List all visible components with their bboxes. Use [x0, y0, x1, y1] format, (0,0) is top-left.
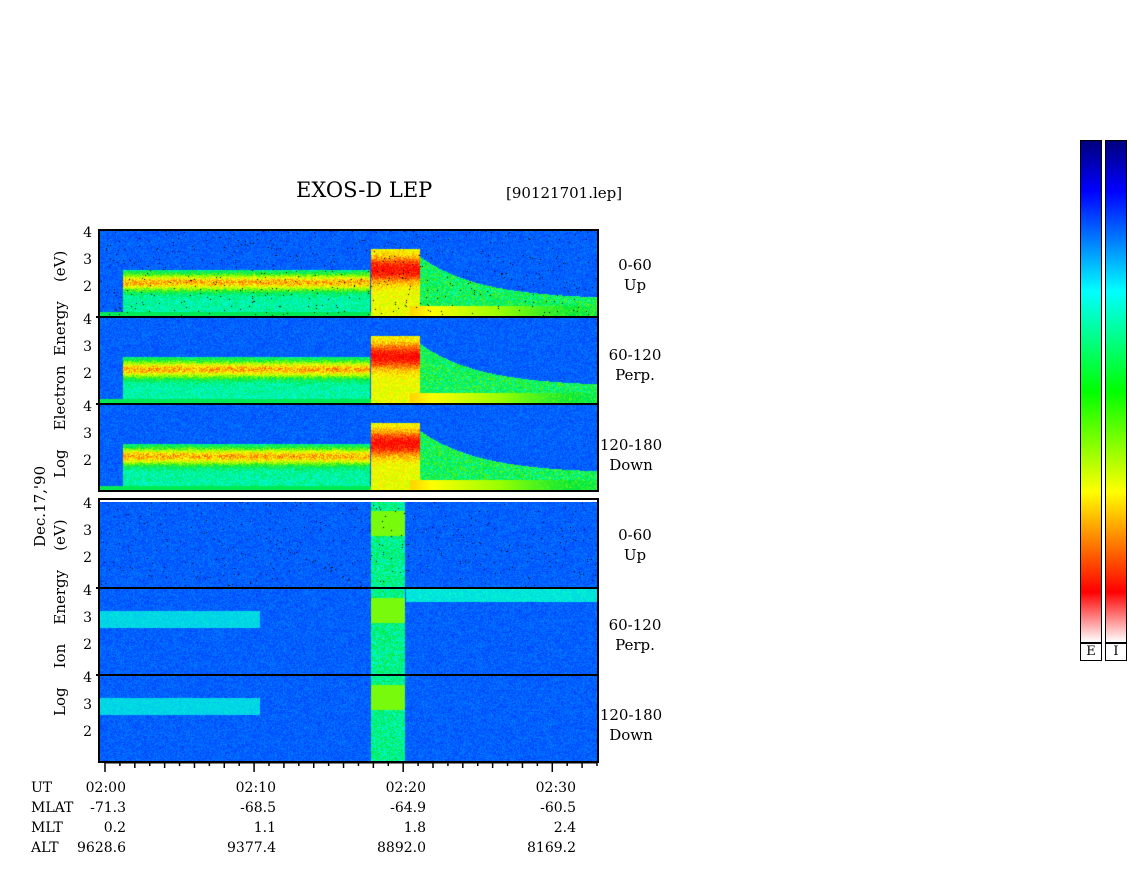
ephemeris-value: 02:00	[85, 780, 126, 796]
ephemeris-value: 02:20	[385, 780, 426, 796]
y-tick-label: 2	[83, 453, 92, 469]
y-tick-label: 4	[83, 225, 92, 241]
y-tick-label: 3	[83, 697, 92, 713]
panel-label-e2: 60-120 Perp.	[608, 346, 662, 384]
y-tick-label: 4	[83, 496, 92, 512]
ion-axis-label: Log Ion Energy (eV)	[51, 519, 69, 716]
ephemeris-value: 0.2	[103, 820, 126, 836]
panel-label-i2: 60-120 Perp.	[608, 616, 662, 654]
panel-separator	[96, 587, 597, 589]
spectrogram-panel-5	[100, 589, 597, 674]
electron-axis-label: Log Electron Energy (eV)	[51, 250, 69, 478]
ephemeris-value: -64.9	[390, 800, 426, 816]
y-tick-label: 4	[83, 312, 92, 328]
x-axis-ticks	[104, 762, 598, 772]
y-tick-label: 2	[83, 724, 92, 740]
file-name: [90121701.lep]	[506, 184, 623, 202]
y-tick-label: 2	[83, 366, 92, 382]
y-tick-label: 4	[83, 670, 92, 686]
ephemeris-value: 9628.6	[77, 840, 126, 856]
panel-label-i3: 120-180 Down	[599, 706, 663, 744]
ephemeris-value: 1.1	[253, 820, 276, 836]
ephemeris-value: 8169.2	[527, 840, 576, 856]
ephemeris-label-ut: UT	[31, 780, 53, 796]
ephemeris-value: -71.3	[90, 800, 126, 816]
electron-colorbar	[1080, 140, 1102, 643]
y-tick-label: 4	[83, 399, 92, 415]
spectrogram-panel-2	[100, 318, 597, 403]
y-tick-label: 3	[83, 523, 92, 539]
y-tick-label: 4	[83, 583, 92, 599]
ephemeris-label-alt: ALT	[31, 840, 59, 856]
ephemeris-label-mlt: MLT	[31, 820, 63, 836]
panel-label-e3: 120-180 Down	[599, 436, 663, 474]
electron-frame	[98, 229, 599, 492]
y-tick-label: 2	[83, 550, 92, 566]
ephemeris-value: 2.4	[553, 820, 576, 836]
colorbar-label-i: I	[1105, 643, 1127, 661]
ephemeris-value: 8892.0	[377, 840, 426, 856]
chart-title: EXOS-D LEP	[296, 178, 433, 202]
y-tick-label: 2	[83, 637, 92, 653]
panel-label-i1: 0-60 Up	[618, 526, 652, 564]
ephemeris-value: -60.5	[540, 800, 576, 816]
ephemeris-value: 1.8	[403, 820, 426, 836]
panel-separator	[96, 403, 597, 405]
ephemeris-value: 02:30	[535, 780, 576, 796]
ion-frame	[98, 498, 599, 763]
y-tick-label: 2	[83, 279, 92, 295]
panel-separator	[96, 674, 597, 676]
spectrogram-panel-1	[100, 231, 597, 316]
y-tick-label: 3	[83, 610, 92, 626]
colorbar-label-e: E	[1080, 643, 1102, 661]
ion-colorbar	[1105, 140, 1127, 643]
ephemeris-label-mlat: MLAT	[31, 800, 74, 816]
spectrogram-panel-4	[100, 502, 597, 587]
panel-separator	[96, 316, 597, 318]
ephemeris-value: 02:10	[235, 780, 276, 796]
y-tick-label: 3	[83, 252, 92, 268]
date-label: Dec.17,'90	[31, 465, 49, 547]
spectrogram-panel-6	[100, 676, 597, 761]
y-tick-label: 3	[83, 426, 92, 442]
ephemeris-value: 9377.4	[227, 840, 276, 856]
panel-label-e1: 0-60 Up	[618, 256, 652, 294]
ephemeris-value: -68.5	[240, 800, 276, 816]
y-tick-label: 3	[83, 339, 92, 355]
spectrogram-panel-3	[100, 405, 597, 490]
